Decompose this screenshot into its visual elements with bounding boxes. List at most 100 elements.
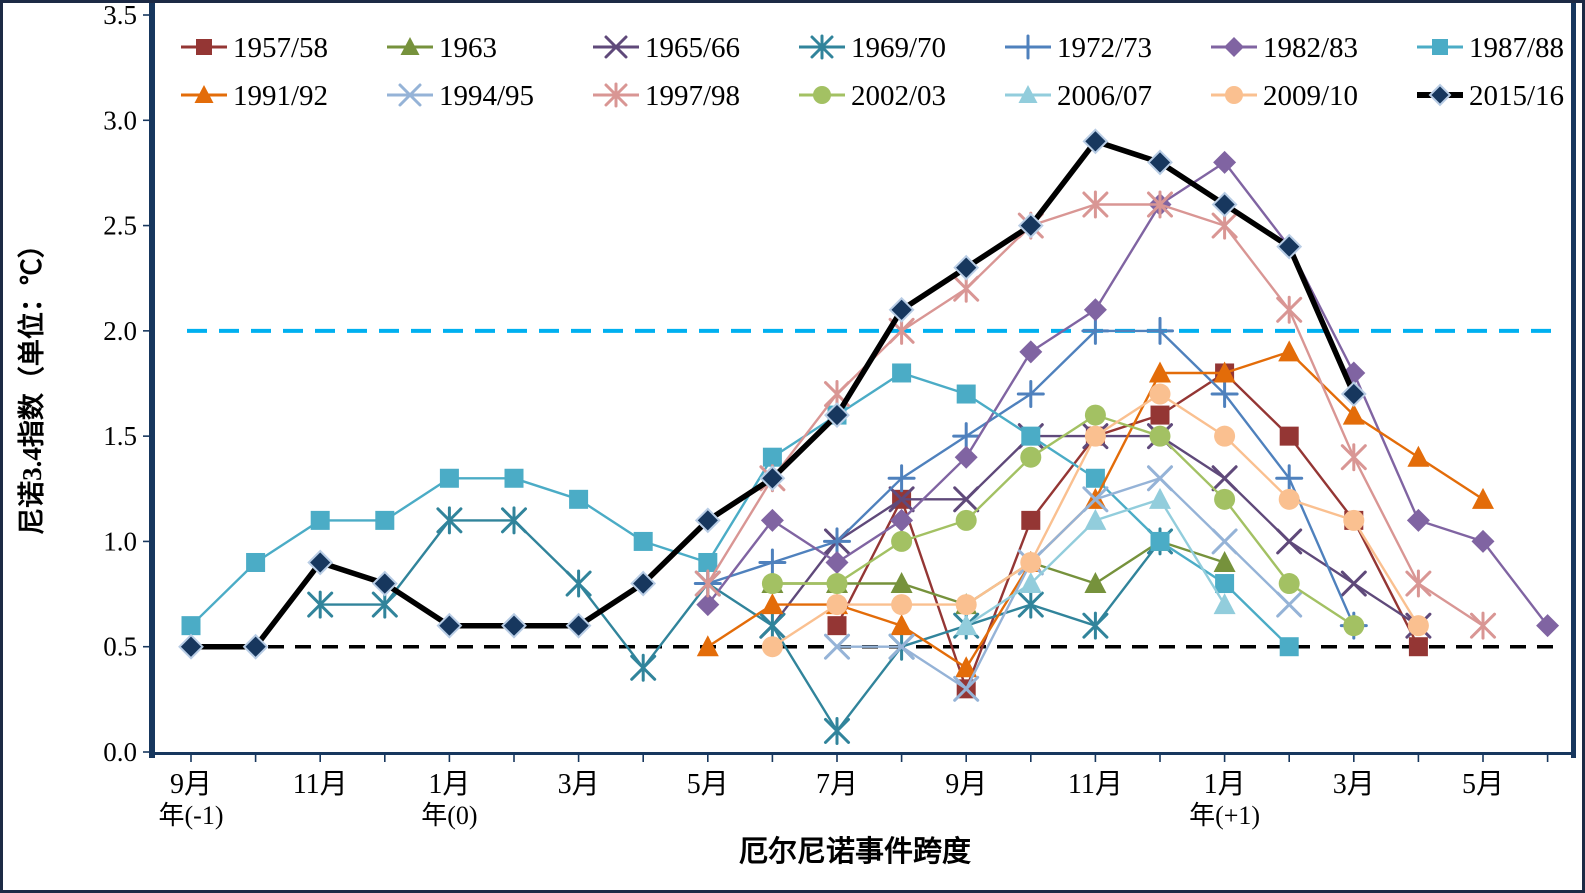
series-2002-03-marker-circle-icon (1149, 425, 1171, 447)
series-2015-16-marker-diamond-icon (1211, 191, 1238, 218)
series-2015-16-marker-diamond-icon (630, 570, 657, 597)
series-2015-16-marker-diamond-icon (1017, 212, 1044, 239)
series-1957-58-marker-square-icon (827, 616, 847, 636)
legend-item-2002-03: 2002/03 (799, 80, 946, 112)
series-1969-70-marker-asterisk-icon (565, 569, 592, 598)
legend-item-1987-88: 1987/88 (1417, 32, 1564, 64)
y-axis-title: 尼诺3.4指数（单位：℃） (16, 231, 47, 535)
legend-1997-98-marker-asterisk-icon (604, 82, 628, 108)
series-1969-70-marker-asterisk-icon (307, 590, 334, 619)
legend-label: 2002/03 (851, 80, 946, 112)
y-tick-label: 2.5 (103, 211, 137, 241)
legend-label: 1997/98 (645, 80, 740, 112)
legend-item-1994-95: 1994/95 (387, 80, 534, 112)
legend-item-2015-16: 2015/16 (1417, 80, 1564, 112)
series-1997-98-marker-asterisk-icon (694, 569, 721, 598)
series-1994-95-marker-x-icon (824, 633, 850, 660)
series-2015-16-marker-diamond-icon (1340, 381, 1367, 407)
legend-label: 1957/58 (233, 32, 328, 64)
x-tick-label: 11月 (1068, 769, 1123, 800)
series-1982-83-marker-diamond-icon (1019, 340, 1043, 364)
legend-1972-73-marker-plus-icon (1015, 34, 1041, 60)
series-1969-70-marker-asterisk-icon (824, 716, 850, 745)
series-1997-98-marker-asterisk-icon (1470, 611, 1496, 640)
x-year-label: 年(+1) (1189, 801, 1260, 830)
series-1965-66-marker-x-icon (953, 486, 980, 513)
legend-item-1982-83: 1982/83 (1211, 32, 1358, 64)
series-1987-88-marker-square-icon (310, 510, 330, 530)
series-2009-10-marker-circle-icon (955, 594, 977, 616)
x-tick-label: 1月 (428, 769, 470, 800)
series-2015-16-marker-diamond-icon (888, 296, 915, 323)
legend-1969-70-marker-asterisk-icon (810, 34, 834, 60)
series-1987-88-marker-square-icon (1021, 426, 1041, 446)
series-1987-88-marker-square-icon (762, 447, 782, 467)
plot-right-border (1571, 3, 1576, 758)
series-2015-16-marker-diamond-icon (1147, 149, 1173, 176)
x-year-label: 年(0) (421, 801, 477, 830)
series-1987-88-marker-square-icon (698, 552, 718, 572)
series-2015-16-marker-diamond-icon (824, 402, 850, 429)
series-line-1965-66 (771, 434, 1420, 627)
legend-1963-marker-triangle-icon (400, 37, 420, 55)
legend-2015-16-marker-diamond-icon (1428, 83, 1452, 107)
series-1972-73-marker-plus-icon (1275, 464, 1304, 493)
legend-label: 2009/10 (1263, 80, 1358, 112)
series-2002-03-marker-circle-icon (761, 573, 783, 595)
legend-item-1963: 1963 (387, 32, 497, 64)
series-1991-92-marker-triangle-icon (761, 593, 784, 615)
series-1994-95-marker-x-icon (953, 675, 980, 702)
series-1994-95-marker-x-icon (1082, 486, 1109, 513)
series-1982-83-marker-diamond-icon (696, 593, 720, 617)
series-1963-marker-triangle-icon (1213, 550, 1236, 572)
series-2002-03-marker-circle-icon (1020, 446, 1042, 468)
series-1987-88-marker-square-icon (504, 468, 524, 488)
series-2006-07-marker-triangle-icon (1213, 593, 1236, 615)
series-1991-92-marker-triangle-icon (1407, 445, 1430, 467)
series-2015-16-marker-diamond-icon (307, 549, 334, 576)
x-tick-label: 3月 (1333, 769, 1375, 800)
series-1987-88-marker-square-icon (1215, 574, 1235, 594)
series-2006-07-marker-triangle-icon (955, 614, 978, 636)
legend-label: 1969/70 (851, 32, 946, 64)
series-1987-88-marker-square-icon (569, 489, 589, 509)
legend-1982-83-marker-diamond-icon (1224, 37, 1244, 57)
y-tick-label: 0.0 (103, 737, 137, 767)
el-nino-line-chart: 0.0 0.5 1.0 1.5 2.0 2.5 3.0 3.5 9月 11月 1月 3月 5月 7月 9月 1… (16, 3, 1576, 868)
series-1965-66-marker-x-icon (1211, 465, 1238, 492)
y-tick-label: 1.0 (103, 526, 137, 556)
series-1972-73-marker-plus-icon (1016, 380, 1045, 409)
legend-label: 1994/95 (439, 80, 534, 112)
series-2015-16-marker-diamond-icon (1082, 128, 1109, 155)
series-1991-92-marker-triangle-icon (955, 656, 978, 678)
series-1982-83-marker-diamond-icon (760, 508, 784, 532)
series-2009-10-marker-circle-icon (1343, 509, 1365, 531)
series-1997-98-marker-asterisk-icon (1276, 295, 1303, 324)
series-1969-70-marker-asterisk-icon (1082, 611, 1109, 640)
legend-item-2006-07: 2006/07 (1005, 80, 1152, 112)
series-1972-73-marker-plus-icon (758, 548, 787, 577)
x-axis-title: 厄尔尼诺事件跨度 (739, 835, 971, 868)
series-2015-16-marker-diamond-icon (694, 507, 721, 534)
y-tick-label: 3.5 (103, 3, 137, 30)
series-1963-marker-triangle-icon (890, 572, 913, 594)
legend-2002-03-marker-circle-icon (813, 86, 831, 104)
x-tick-label: 3月 (558, 769, 600, 800)
series-1969-70-marker-asterisk-icon (759, 611, 786, 640)
series-1987-88-marker-square-icon (181, 616, 201, 636)
series-2015-16-marker-diamond-icon (242, 633, 269, 660)
series-1991-92-marker-triangle-icon (696, 635, 719, 657)
series-1972-73-marker-plus-icon (1146, 316, 1174, 345)
series-2009-10-marker-circle-icon (1407, 615, 1429, 637)
series-2009-10-marker-circle-icon (761, 636, 783, 658)
legend-1994-95-marker-x-icon (398, 83, 422, 107)
series-1957-58-marker-square-icon (1408, 637, 1428, 657)
series-1987-88-marker-square-icon (439, 468, 459, 488)
series-1994-95-marker-x-icon (888, 633, 915, 660)
legend-label: 1963 (439, 32, 497, 64)
series-2009-10-marker-circle-icon (1278, 488, 1300, 510)
series-2015-16-marker-diamond-icon (436, 612, 463, 639)
series-1969-70-marker-asterisk-icon (436, 506, 463, 535)
x-tick-label: 1月 (1204, 769, 1246, 800)
legend-2006-07-marker-triangle-icon (1018, 85, 1038, 103)
